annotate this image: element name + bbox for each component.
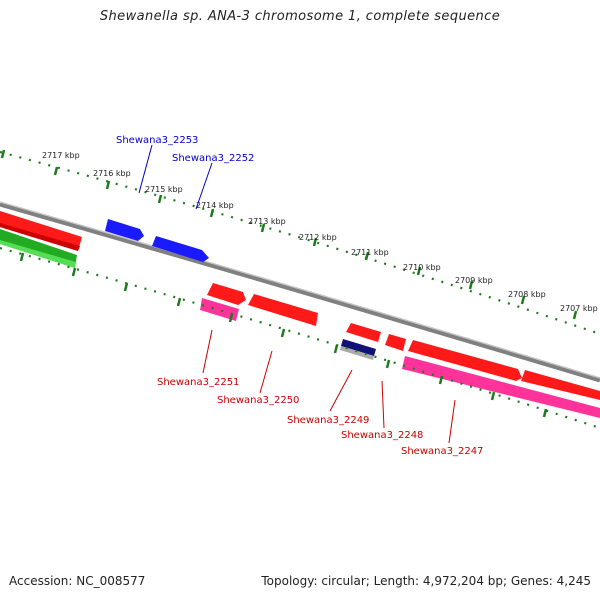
forward-genes: [105, 219, 209, 262]
green-track-light: [0, 240, 76, 268]
gene-label[interactable]: Shewana3_2253: [116, 135, 198, 146]
ruler-label: 2712 kbp: [299, 233, 337, 242]
leader-lines: [138, 144, 456, 444]
ruler-label: 2711 kbp: [351, 248, 389, 257]
gene-red-short[interactable]: [346, 323, 381, 342]
inner-ruler-ticks: [19, 252, 548, 418]
gene-red-right[interactable]: [521, 370, 600, 400]
ruler-label: 2708 kbp: [508, 290, 546, 299]
ruler-label: 2710 kbp: [403, 263, 441, 272]
ruler-label: 2709 kbp: [455, 276, 493, 285]
gene-shewana3-2251[interactable]: [200, 298, 239, 321]
gene-shewana3-2253[interactable]: [105, 219, 144, 241]
reverse-genes: [200, 283, 600, 418]
gene-red-long[interactable]: [408, 340, 522, 381]
ruler-label: 2714 kbp: [196, 201, 234, 210]
gene-label[interactable]: Shewana3_2249: [287, 415, 369, 426]
accession-text: Accession: NC_008577: [9, 574, 146, 588]
ruler-label: 2716 kbp: [93, 169, 131, 178]
gene-label[interactable]: Shewana3_2250: [217, 395, 299, 406]
gene-label[interactable]: Shewana3_2252: [172, 153, 254, 164]
backbone: [0, 201, 600, 383]
gene-left-red-shade: [0, 223, 80, 251]
gene-label[interactable]: Shewana3_2247: [401, 446, 483, 457]
ruler-label: 2707 kbp: [560, 304, 598, 313]
inner-ruler-dots: [0, 246, 600, 430]
ruler-label: 2715 kbp: [145, 185, 183, 194]
gene-shewana3-2248[interactable]: [385, 334, 406, 351]
gene-shewana3-2249[interactable]: [341, 339, 376, 356]
gene-label[interactable]: Shewana3_2248: [341, 430, 423, 441]
outer-ruler-ticks: [0, 149, 578, 320]
gene-shewana3-2250[interactable]: [248, 294, 318, 326]
gene-labels: Shewana3_2253 Shewana3_2252 Shewana3_225…: [116, 135, 483, 457]
outer-ruler-dots: [0, 150, 600, 336]
sequence-summary: Topology: circular; Length: 4,972,204 bp…: [261, 574, 591, 588]
ruler-label: 2713 kbp: [248, 217, 286, 226]
gene-shewana3-2252[interactable]: [152, 236, 209, 262]
map-title: Shewanella sp. ANA-3 chromosome 1, compl…: [99, 9, 501, 24]
gene-label[interactable]: Shewana3_2251: [157, 377, 239, 388]
gene-shewana3-2251-upper[interactable]: [207, 283, 246, 305]
gene-shewana3-2249-shade: [340, 346, 374, 360]
ruler-labels: 2717 kbp 2716 kbp 2715 kbp 2714 kbp 2713…: [42, 151, 598, 313]
gene-shewana3-2247[interactable]: [402, 356, 600, 418]
backbone-highlight: [0, 201, 600, 379]
ruler-label: 2717 kbp: [42, 151, 80, 160]
